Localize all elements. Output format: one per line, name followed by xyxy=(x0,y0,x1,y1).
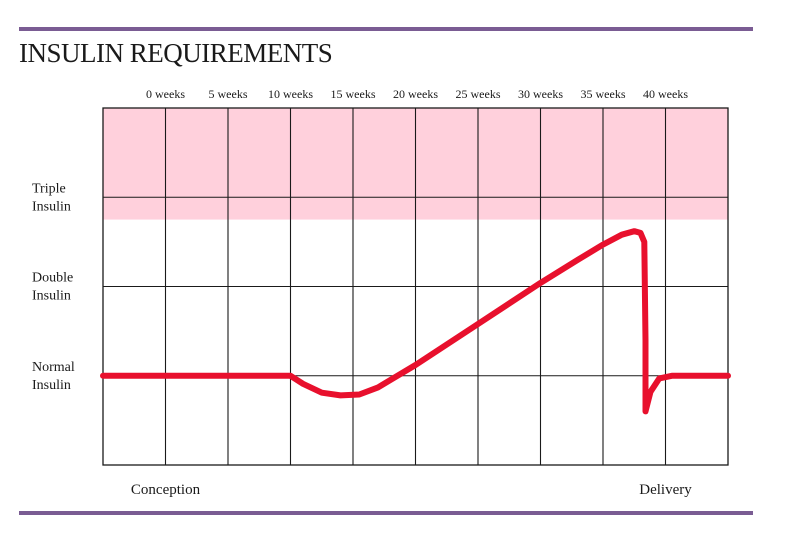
bottom-rule xyxy=(19,511,753,515)
y-level-label: Double xyxy=(32,271,73,286)
y-level-label: Triple xyxy=(32,181,66,196)
top-rule xyxy=(19,27,753,31)
x-tick-label: 40 weeks xyxy=(643,87,688,101)
x-tick-label: 0 weeks xyxy=(146,87,185,101)
x-tick-label: 25 weeks xyxy=(456,87,501,101)
x-tick-label: 30 weeks xyxy=(518,87,563,101)
x-tick-label: 15 weeks xyxy=(331,87,376,101)
x-annotation: Conception xyxy=(131,482,201,498)
x-tick-label: 20 weeks xyxy=(393,87,438,101)
page-title: INSULIN REQUIREMENTS xyxy=(19,38,333,68)
y-level-label: Normal xyxy=(32,360,75,375)
y-level-label: Insulin xyxy=(32,378,71,393)
insulin-curve xyxy=(100,228,731,415)
x-annotation: Delivery xyxy=(639,482,692,498)
x-tick-label: 5 weeks xyxy=(209,87,248,101)
x-tick-label: 10 weeks xyxy=(268,87,313,101)
y-level-label: Insulin xyxy=(32,199,71,214)
y-level-label: Insulin xyxy=(32,289,71,304)
x-tick-label: 35 weeks xyxy=(581,87,626,101)
